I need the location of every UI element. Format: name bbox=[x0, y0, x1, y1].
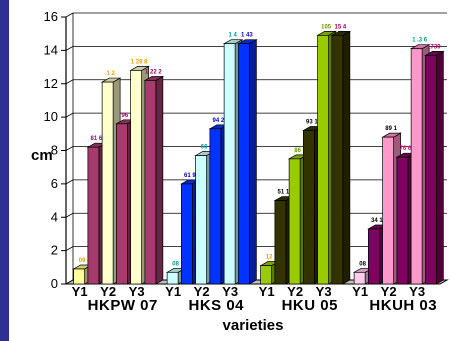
y-tick-label: 0 bbox=[51, 276, 58, 291]
data-label: 76 6 bbox=[400, 146, 412, 152]
bar bbox=[353, 271, 366, 285]
bar bbox=[425, 55, 437, 285]
group-label: HKS 04 bbox=[188, 297, 244, 314]
y-tick-label: 6 bbox=[51, 176, 58, 191]
category-label: Y3 bbox=[129, 284, 145, 299]
bar bbox=[195, 155, 207, 285]
bar-side bbox=[249, 39, 257, 285]
category-label: Y2 bbox=[381, 284, 397, 299]
category-label: Y3 bbox=[316, 284, 332, 299]
data-label: 08 bbox=[172, 261, 179, 267]
bar bbox=[368, 228, 380, 285]
y-axis-label: cm bbox=[31, 147, 53, 164]
data-label: 89 1 bbox=[385, 126, 397, 132]
bar bbox=[303, 130, 315, 285]
data-label: 1 28 8 bbox=[131, 59, 148, 65]
category-label: Y1 bbox=[165, 284, 181, 299]
gridline-depth bbox=[65, 246, 74, 251]
x-axis-label: varieties bbox=[223, 317, 284, 334]
data-label: 105 bbox=[321, 24, 332, 30]
bar bbox=[130, 70, 142, 285]
data-label: 61 9 bbox=[184, 173, 196, 179]
chart-panel: 0 2 4 6 8 10 12 14 16 09 Y1 81 6 1 2 Y2 96 1 28 8 Y3 1 2… bbox=[9, 0, 451, 341]
data-label: 86 bbox=[294, 148, 301, 154]
bar bbox=[288, 158, 301, 285]
data-label: 1 43 bbox=[241, 33, 253, 39]
data-label: 1 .3 6 bbox=[412, 38, 428, 44]
data-label: 66 bbox=[201, 145, 208, 151]
bar bbox=[144, 80, 157, 285]
category-label: Y3 bbox=[222, 284, 238, 299]
y-tick-label: 4 bbox=[51, 209, 58, 224]
bar-side bbox=[155, 75, 164, 285]
category-label: Y2 bbox=[194, 284, 210, 299]
y-tick-label: 12 bbox=[44, 76, 58, 91]
data-label: 93 1 bbox=[306, 119, 318, 125]
y-tick-label: 10 bbox=[44, 109, 58, 124]
gridline-depth bbox=[65, 146, 74, 151]
gridline-depth bbox=[65, 179, 74, 185]
bar bbox=[274, 200, 287, 285]
data-label: 1 4 bbox=[228, 33, 237, 39]
data-label: 51 1 bbox=[278, 190, 290, 196]
data-label: 15 4 bbox=[335, 24, 347, 30]
gridline-depth bbox=[65, 112, 74, 118]
data-label: 09 bbox=[79, 258, 86, 264]
data-label: 96 bbox=[122, 113, 129, 119]
bar bbox=[396, 156, 409, 285]
bar bbox=[116, 123, 128, 285]
bar bbox=[331, 35, 344, 285]
group-label: HKPW 07 bbox=[88, 297, 158, 314]
bar bbox=[73, 268, 85, 285]
bar bbox=[238, 43, 250, 285]
gridline-depth bbox=[65, 79, 74, 85]
data-label: 81 6 bbox=[91, 136, 103, 142]
bar bbox=[209, 128, 222, 285]
y-tick-label: 8 bbox=[51, 143, 58, 158]
data-label: 1 22 2 bbox=[145, 69, 162, 75]
bar bbox=[181, 183, 193, 285]
data-label: 08 bbox=[359, 261, 366, 267]
data-label: 1 2 bbox=[106, 71, 115, 77]
category-label: Y2 bbox=[100, 284, 116, 299]
y-tick-label: 14 bbox=[44, 42, 58, 57]
category-label: Y2 bbox=[287, 284, 303, 299]
category-label: Y1 bbox=[72, 284, 88, 299]
category-label: Y3 bbox=[409, 284, 425, 299]
data-label: 12 bbox=[266, 255, 273, 261]
bar bbox=[87, 146, 100, 285]
bar bbox=[101, 81, 114, 285]
gridline-depth bbox=[65, 46, 74, 51]
labels: 09 Y1 81 6 1 2 Y2 96 1 28 8 Y3 1 22 2 HKPW 07 08 Y1… bbox=[72, 24, 442, 314]
bar bbox=[317, 35, 329, 285]
bar bbox=[410, 48, 423, 285]
data-label: 34 1 bbox=[371, 218, 383, 224]
gridline-depth bbox=[65, 12, 74, 18]
bar-chart: 0 2 4 6 8 10 12 14 16 09 Y1 81 6 1 2 Y2 96 1 28 8 Y3 1 2… bbox=[31, 9, 449, 334]
category-label: Y1 bbox=[352, 284, 368, 299]
bar bbox=[260, 265, 272, 285]
group-label: HKUH 03 bbox=[369, 297, 437, 314]
data-label: 1739 bbox=[427, 44, 441, 50]
category-label: Y1 bbox=[259, 284, 275, 299]
bar bbox=[382, 136, 394, 285]
y-tick-label: 2 bbox=[51, 243, 58, 258]
bar bbox=[223, 43, 236, 285]
bars bbox=[72, 30, 445, 285]
y-tick-label: 16 bbox=[44, 9, 58, 24]
bar-side bbox=[342, 30, 351, 285]
group-label: HKU 05 bbox=[282, 297, 338, 314]
data-label: 94 2 bbox=[213, 118, 225, 124]
bar-side bbox=[436, 50, 444, 285]
bar bbox=[166, 271, 179, 285]
gridline-depth bbox=[65, 212, 74, 218]
